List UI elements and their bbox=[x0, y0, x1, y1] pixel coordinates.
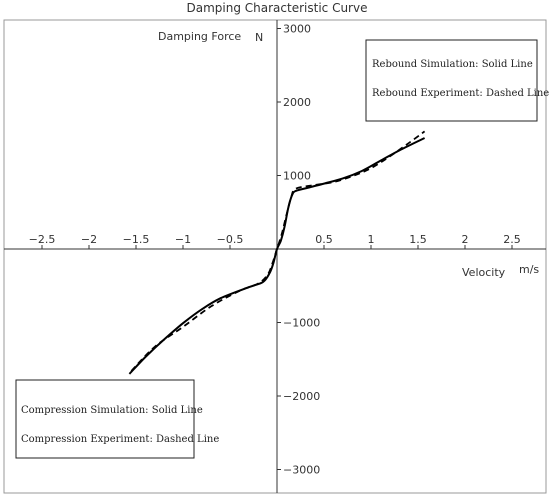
x-axis-unit: m/s bbox=[519, 263, 539, 276]
legend-compression-simulation: Compression Simulation: Solid Line bbox=[21, 405, 203, 416]
x-tick-label: −2 bbox=[81, 233, 97, 246]
y-tick-label: 3000 bbox=[283, 23, 311, 36]
y-axis-label: Damping Force bbox=[158, 30, 241, 43]
y-tick-label: −1000 bbox=[283, 317, 320, 330]
x-axis-label: Velocity bbox=[462, 266, 506, 279]
x-tick-label: −1 bbox=[175, 233, 191, 246]
series-line-simulation bbox=[128, 137, 426, 375]
ticks-layer: −2.5 −2 −1.5 −1 −0.5 0.5 1 1.5 2 2.5 3000 2000 1000 −… bbox=[29, 23, 521, 477]
legend-compression-experiment: Compression Experiment: Dashed Line bbox=[21, 434, 219, 445]
y-axis-unit: N bbox=[255, 31, 263, 44]
x-tick-label: −2.5 bbox=[29, 233, 56, 246]
legend-rebound-simulation: Rebound Simulation: Solid Line bbox=[372, 59, 533, 70]
legend-box-rebound bbox=[365, 39, 538, 122]
legend-rebound-experiment: Rebound Experiment: Dashed Line bbox=[372, 88, 549, 99]
legend-bottom-left: Compression Simulation: Solid Line Compr… bbox=[15, 379, 219, 459]
y-tick-label: 1000 bbox=[283, 170, 311, 183]
y-tick-label: 2000 bbox=[283, 96, 311, 109]
x-tick-label: 1 bbox=[368, 233, 375, 246]
x-tick-label: 2 bbox=[462, 233, 469, 246]
legend-top-right: Rebound Simulation: Solid Line Rebound E… bbox=[365, 39, 549, 122]
x-tick-label: 0.5 bbox=[315, 233, 333, 246]
x-tick-label: 2.5 bbox=[503, 233, 521, 246]
y-tick-label: −3000 bbox=[283, 464, 320, 477]
plot-frame bbox=[3, 19, 547, 494]
series-line-experiment bbox=[130, 130, 426, 372]
series-layer bbox=[128, 130, 426, 375]
x-tick-label: 1.5 bbox=[409, 233, 427, 246]
chart-title: Damping Characteristic Curve bbox=[187, 1, 368, 15]
x-tick-label: −1.5 bbox=[123, 233, 150, 246]
legend-box-compression bbox=[15, 379, 195, 459]
y-tick-label: −2000 bbox=[283, 390, 320, 403]
x-tick-label: −0.5 bbox=[217, 233, 244, 246]
